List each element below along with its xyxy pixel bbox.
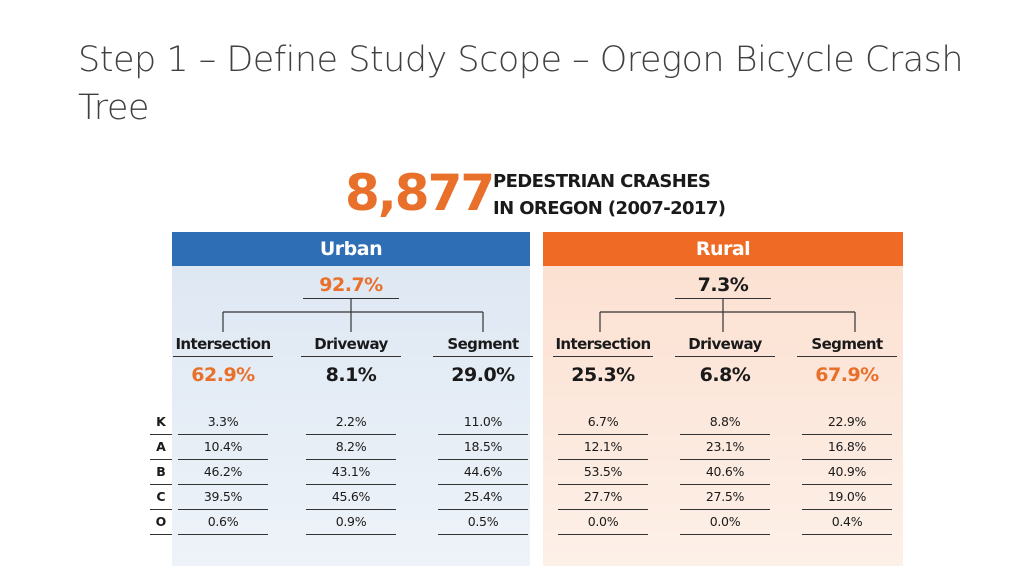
urban-intersection-severity-a: 10.4%	[178, 435, 268, 460]
rural-category-driveway: Driveway	[675, 334, 775, 357]
rural-segment-severity-b: 40.9%	[802, 460, 892, 485]
rural-tree-connector	[599, 298, 856, 332]
rural-segment-severity-k: 22.9%	[802, 410, 892, 435]
rural-segment-severity-o: 0.4%	[802, 510, 892, 535]
urban-intersection-severity-k: 3.3%	[178, 410, 268, 435]
rural-segment-severity-c: 19.0%	[802, 485, 892, 510]
urban-intersection-severity-b: 46.2%	[178, 460, 268, 485]
urban-category-driveway-share: 8.1%	[325, 364, 377, 386]
severity-label-c: C	[150, 485, 172, 510]
rural-intersection-severity-c: 27.7%	[558, 485, 648, 510]
urban-segment-severity-a: 18.5%	[438, 435, 528, 460]
urban-tree-connector	[222, 298, 484, 332]
rural-category-driveway-share: 6.8%	[699, 364, 751, 386]
urban-category-segment-share: 29.0%	[451, 364, 515, 386]
slide-title: Step 1 – Define Study Scope – Oregon Bic…	[78, 40, 964, 128]
urban-driveway-severity-a: 8.2%	[306, 435, 396, 460]
severity-label-o: O	[150, 510, 172, 535]
severity-label-a: A	[150, 435, 172, 460]
urban-driveway-severity-c: 45.6%	[306, 485, 396, 510]
urban-segment-severity-c: 25.4%	[438, 485, 528, 510]
headline-caption-line2: IN OREGON (2007-2017)	[493, 198, 726, 219]
rural-category-intersection: Intersection	[553, 334, 653, 357]
headline-caption-line1: PEDESTRIAN CRASHES	[493, 171, 711, 192]
rural-driveway-severity-o: 0.0%	[680, 510, 770, 535]
urban-category-segment: Segment	[433, 334, 533, 357]
urban-panel-header: Urban	[172, 232, 530, 266]
severity-label-k: K	[150, 410, 172, 435]
rural-driveway-severity-a: 23.1%	[680, 435, 770, 460]
total-crashes-number: 8,877	[345, 164, 495, 222]
urban-category-driveway: Driveway	[301, 334, 401, 357]
urban-segment-severity-o: 0.5%	[438, 510, 528, 535]
urban-intersection-severity-o: 0.6%	[178, 510, 268, 535]
rural-category-segment-share: 67.9%	[815, 364, 879, 386]
urban-panel: Urban 92.7% Intersection 62.9% 3.3% 10.4% 46…	[172, 232, 533, 566]
rural-category-segment: Segment	[797, 334, 897, 357]
rural-driveway-severity-k: 8.8%	[680, 410, 770, 435]
urban-segment-severity-k: 11.0%	[438, 410, 528, 435]
rural-driveway-severity-b: 40.6%	[680, 460, 770, 485]
urban-driveway-severity-o: 0.9%	[306, 510, 396, 535]
rural-panel-header: Rural	[543, 232, 903, 266]
rural-driveway-severity-c: 27.5%	[680, 485, 770, 510]
rural-intersection-severity-o: 0.0%	[558, 510, 648, 535]
urban-intersection-severity-c: 39.5%	[178, 485, 268, 510]
rural-intersection-severity-b: 53.5%	[558, 460, 648, 485]
headline-caption: PEDESTRIAN CRASHES IN OREGON (2007-2017)	[493, 168, 753, 222]
urban-category-intersection: Intersection	[173, 334, 273, 357]
rural-intersection-severity-k: 6.7%	[558, 410, 648, 435]
rural-segment-severity-a: 16.8%	[802, 435, 892, 460]
rural-category-intersection-share: 25.3%	[571, 364, 635, 386]
rural-intersection-severity-a: 12.1%	[558, 435, 648, 460]
urban-driveway-severity-k: 2.2%	[306, 410, 396, 435]
urban-segment-severity-b: 44.6%	[438, 460, 528, 485]
urban-category-intersection-share: 62.9%	[191, 364, 255, 386]
severity-label-b: B	[150, 460, 172, 485]
urban-driveway-severity-b: 43.1%	[306, 460, 396, 485]
rural-panel: Rural 7.3% Intersection 25.3% 6.7% 12.1% 53.…	[543, 232, 903, 566]
